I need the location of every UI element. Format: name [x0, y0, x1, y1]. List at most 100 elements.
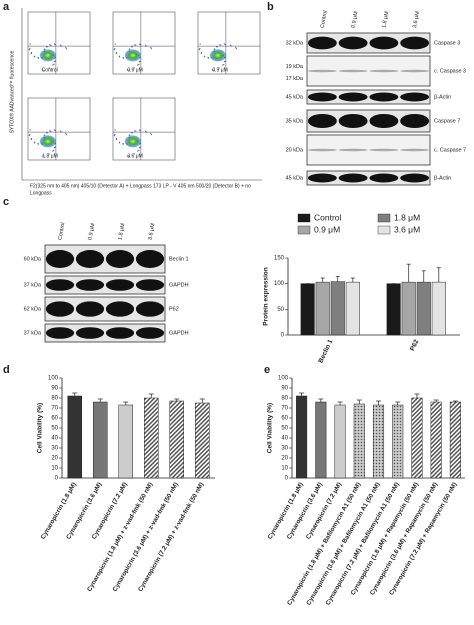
event-dot — [113, 135, 115, 137]
y-axis-label: Protein expression — [263, 267, 270, 326]
event-dot — [138, 63, 140, 66]
event-dot — [41, 69, 43, 71]
event-dot — [65, 46, 67, 49]
y-tick-label: 100 — [274, 281, 285, 287]
kda-label: 37 kDa — [24, 330, 42, 336]
event-dot — [54, 146, 56, 148]
bar — [345, 281, 360, 336]
flow-x-label: Longpass — [30, 190, 52, 196]
event-dot — [200, 51, 203, 54]
event-dot — [49, 44, 51, 46]
event-dot — [230, 44, 232, 46]
event-dot — [139, 60, 141, 62]
flow-plot-label: 0.9 μM — [212, 67, 227, 73]
bar — [194, 402, 210, 479]
event-dot — [115, 52, 117, 55]
bar — [330, 281, 345, 336]
event-dot — [29, 134, 31, 136]
x-tick-label: Cynaropicrin (7.2 μM) + Bafilomycin A1 (… — [325, 481, 401, 606]
event-dot — [137, 150, 139, 152]
y-tick-label: 70 — [51, 406, 58, 412]
event-dot — [30, 138, 32, 141]
lane-label: Control — [320, 10, 329, 29]
kda-label: 19 kDa — [286, 64, 304, 70]
event-dot — [128, 48, 130, 50]
x-tick-label: Cynaropicrin (1.8 μM) — [267, 481, 305, 540]
event-cloud — [209, 49, 226, 62]
x-tick-label: Cynaropicrin (3.6 μM) — [286, 481, 324, 540]
event-dot — [60, 45, 63, 47]
blot-band — [75, 301, 105, 317]
event-dot — [28, 135, 30, 137]
event-dot — [65, 48, 68, 50]
flow-plot — [197, 11, 261, 75]
event-dot — [43, 48, 45, 50]
event-dot — [126, 155, 128, 157]
event-cloud — [124, 49, 141, 62]
y-tick-label: 30 — [281, 446, 288, 452]
y-tick-label: 20 — [51, 456, 58, 462]
event-dot — [54, 43, 56, 46]
event-dot — [30, 137, 33, 140]
event-dot — [199, 43, 201, 45]
event-dot — [135, 44, 137, 46]
event-dot — [145, 130, 147, 132]
event-dot — [48, 153, 50, 155]
event-dot — [29, 129, 31, 131]
y-tick-label: 20 — [281, 456, 288, 462]
event-dot — [122, 143, 125, 145]
bar — [296, 395, 308, 479]
blot-band — [135, 327, 165, 339]
bar — [416, 281, 431, 336]
kda-label: 62 kDa — [24, 306, 42, 312]
bar — [392, 404, 404, 479]
panel-label: c — [3, 196, 9, 208]
bar — [315, 401, 327, 479]
event-dot — [114, 134, 116, 136]
legend-label: 0.9 μM — [314, 224, 340, 234]
blot-band — [369, 173, 399, 183]
flow-plot-label: 0.9 μM — [127, 67, 142, 73]
blot-strip — [306, 32, 431, 54]
event-dot — [199, 48, 201, 50]
panel-label: d — [3, 364, 10, 376]
blot-band — [45, 279, 75, 291]
flow-plot — [112, 11, 176, 75]
blot-strip — [44, 323, 166, 343]
lane-label: 1.8 μM — [117, 222, 126, 240]
y-tick-label: 40 — [51, 436, 58, 442]
event-dot — [53, 129, 55, 131]
y-axis-label: Cell Viability (%) — [37, 403, 44, 453]
blot-band — [45, 327, 75, 339]
blot-band — [105, 327, 135, 339]
blot-strip — [306, 109, 431, 133]
event-dot — [150, 46, 152, 49]
blot-band — [369, 36, 399, 50]
blot-band — [338, 36, 368, 50]
blot-band — [75, 250, 105, 268]
blot-band — [400, 69, 430, 73]
event-dot — [60, 44, 62, 46]
x-tick-label: Cynaropicrin (1.8 μM) + Bafilomycin A1 (… — [286, 481, 362, 606]
blot-band — [400, 113, 430, 129]
event-dot — [53, 43, 55, 45]
lane-label: 0.9 μM — [87, 222, 96, 240]
kda-label: 45 kDa — [286, 175, 304, 181]
event-dot — [213, 48, 215, 50]
event-dot — [133, 153, 135, 155]
blot-band — [400, 36, 430, 50]
event-dot — [45, 46, 48, 48]
y-tick-label: 60 — [51, 416, 58, 422]
event-dot — [50, 44, 52, 46]
event-dot — [122, 57, 125, 59]
kda-label: 35 kDa — [286, 118, 304, 124]
blot-band — [369, 148, 399, 152]
y-tick-label: 70 — [281, 406, 288, 412]
legend-label: Control — [314, 212, 342, 222]
event-dot — [138, 43, 140, 45]
event-dot — [145, 131, 148, 133]
event-dot — [134, 44, 136, 46]
blot-strip — [44, 275, 166, 295]
blot-band — [45, 301, 75, 317]
event-dot — [150, 132, 152, 135]
